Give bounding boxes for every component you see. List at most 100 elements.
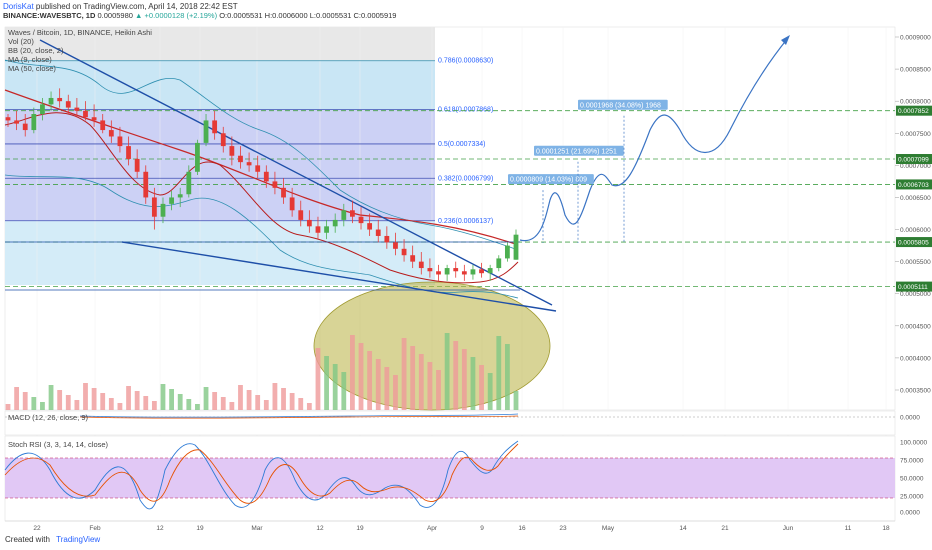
candle-body <box>487 268 493 274</box>
volume-bar <box>186 399 192 410</box>
volume-bar <box>220 397 226 410</box>
volume-bar <box>22 392 28 410</box>
candle-body <box>108 130 114 137</box>
volume-bar <box>229 402 235 410</box>
time-tick-label: 22 <box>33 525 41 532</box>
time-tick-label: 21 <box>721 525 729 532</box>
volume-bar <box>14 387 20 410</box>
candle-body <box>203 120 209 143</box>
close-value: C:0.0005919 <box>353 11 397 20</box>
volume-bar <box>479 365 484 410</box>
fib-zone-gray <box>5 27 435 61</box>
author-link[interactable]: DorisKat <box>3 2 34 11</box>
volume-bar <box>453 341 459 410</box>
candle-body <box>496 258 502 269</box>
time-tick-label: 11 <box>845 525 852 532</box>
candle-body <box>5 117 11 121</box>
candle-body <box>358 216 364 224</box>
price-tick-label: 0.0007500 <box>900 131 931 138</box>
volume-bar <box>350 335 355 410</box>
candle-body <box>341 210 347 220</box>
price-tag-label: 0.0005805 <box>898 240 929 247</box>
volume-bar <box>169 389 174 410</box>
fib-label: 0.236(0.0006137) <box>438 218 493 225</box>
stoch-tick-label: 0.0000 <box>900 510 920 517</box>
candle-body <box>350 210 355 217</box>
candle-body <box>315 226 321 233</box>
price-tick-label: 0.0005500 <box>900 259 931 266</box>
candle-body <box>470 269 476 275</box>
stoch-tick-label: 25.0000 <box>900 494 924 501</box>
legend-vol: Vol (20) <box>8 37 34 46</box>
candle-body <box>169 197 174 204</box>
projection-arrow <box>781 35 790 45</box>
fib-label: 0.786(0.0008630) <box>438 58 493 65</box>
candle-body <box>513 234 519 260</box>
volume-bar <box>410 346 416 410</box>
tradingview-logo[interactable]: TradingView <box>56 535 101 544</box>
volume-bar <box>40 402 45 410</box>
volume-bar <box>212 392 218 410</box>
candle-body <box>255 165 261 172</box>
volume-bar <box>332 364 338 410</box>
volume-bar <box>289 393 295 410</box>
volume-bar <box>177 394 183 410</box>
price-tick-label: 0.0008500 <box>900 67 931 74</box>
candle-body <box>289 197 295 211</box>
volume-bar <box>143 396 149 410</box>
time-tick-label: Feb <box>89 525 101 532</box>
time-tick-label: 18 <box>882 525 890 532</box>
candle-body <box>195 142 200 172</box>
candle-body <box>160 203 166 217</box>
time-tick-label: Mar <box>251 525 263 532</box>
low-value: L:0.0005531 <box>309 11 352 20</box>
last-price: 0.0005980 <box>97 11 133 20</box>
candle-body <box>332 219 338 227</box>
volume-bar <box>470 357 476 410</box>
time-tick-label: Apr <box>427 525 438 532</box>
volume-bar <box>418 354 424 410</box>
volume-bar <box>444 333 450 410</box>
volume-bar <box>108 398 114 410</box>
macd-pane <box>4 410 896 436</box>
price-tag-label: 0.0005111 <box>898 284 928 291</box>
price-tick-label: 0.0007000 <box>900 163 931 170</box>
candle-body <box>220 133 226 147</box>
volume-bar <box>100 393 106 410</box>
candle-body <box>384 235 390 243</box>
candle-body <box>151 197 157 217</box>
candle-body <box>393 242 398 249</box>
candle-body <box>126 146 131 159</box>
candle-body <box>281 187 286 198</box>
candle-body <box>177 194 183 198</box>
stoch-d-line <box>4 443 519 504</box>
candle-body <box>324 226 329 233</box>
volume-bar <box>341 372 347 410</box>
price-tick-label: 0.0008000 <box>900 99 931 106</box>
volume-bar <box>436 370 441 410</box>
volume-bar <box>315 348 321 410</box>
publish-line: DorisKat published on TradingView.com, A… <box>3 2 238 11</box>
price-tag-label: 0.0007852 <box>898 108 929 115</box>
volume-bar <box>160 384 166 410</box>
macd-line <box>79 413 519 418</box>
price-tag-label: 0.0007099 <box>898 157 929 164</box>
candle-body <box>427 268 433 272</box>
volume-bar <box>48 385 54 410</box>
candle-body <box>48 97 54 105</box>
candle-body <box>479 269 484 274</box>
ma9-line <box>4 112 519 284</box>
volume-bar <box>31 397 37 410</box>
price-tick-label: 0.0004500 <box>900 323 931 330</box>
volume-bar <box>504 344 510 410</box>
volume-bar <box>281 388 286 410</box>
volume-bar <box>384 367 390 410</box>
volume-bar <box>393 375 398 410</box>
volume-bars <box>5 333 519 410</box>
price-tick-label: 0.0006500 <box>900 195 931 202</box>
volume-bar <box>83 383 88 410</box>
candle-body <box>306 219 312 227</box>
stoch-k-line <box>4 440 519 510</box>
fib-label: 0.618(0.0007868) <box>438 107 493 114</box>
